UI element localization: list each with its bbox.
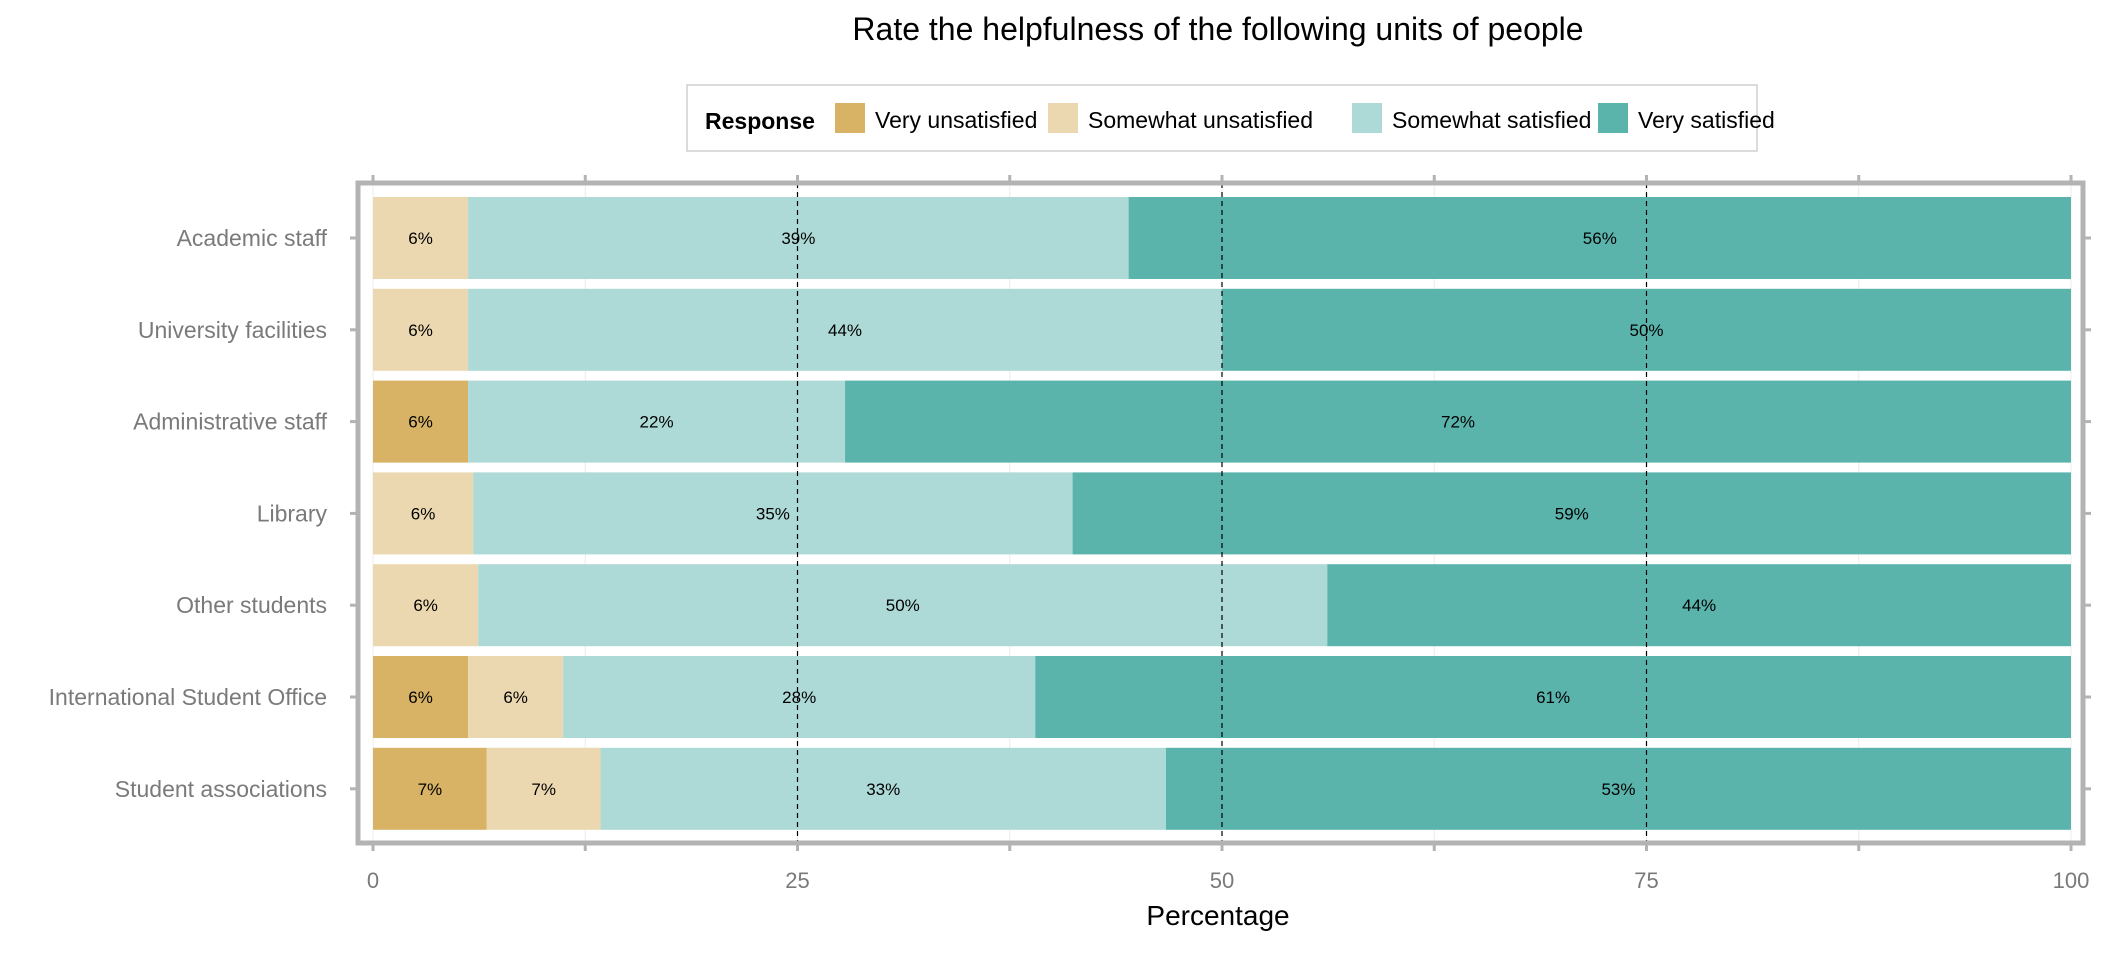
data-label: 6% xyxy=(408,413,433,432)
legend-label: Somewhat unsatisfied xyxy=(1088,107,1313,133)
category-label: Other students xyxy=(176,592,327,618)
plot-area: 6% 39% 56% Academic staff 6% 44% 50% University… xyxy=(49,175,2091,893)
bar-segment-somewhat-satisfied xyxy=(468,197,1129,279)
chart-title: Rate the helpfulness of the following un… xyxy=(852,11,1583,47)
data-label: 7% xyxy=(531,780,556,799)
legend: Response Very unsatisfied Somewhat unsatis… xyxy=(686,84,1775,152)
bar-segment-somewhat-unsatisfied xyxy=(468,656,564,738)
data-label: 44% xyxy=(1682,596,1716,615)
legend-title: Response xyxy=(705,108,815,134)
bar-row-international-student-office: 6% 6% 28% 61% xyxy=(373,656,2071,738)
data-label: 6% xyxy=(408,321,433,340)
data-label: 59% xyxy=(1555,504,1589,523)
data-label: 6% xyxy=(503,688,528,707)
legend-swatch-somewhat-satisfied xyxy=(1352,103,1382,133)
data-label: 6% xyxy=(408,688,433,707)
bar-segment-somewhat-unsatisfied xyxy=(373,288,469,371)
bar-segment-very-satisfied xyxy=(1327,564,2071,647)
bar-segment-somewhat-satisfied xyxy=(473,472,1073,555)
x-tick-label: 100 xyxy=(2053,868,2090,893)
bar-row-library: 6% 35% 59% xyxy=(373,472,2071,555)
category-label: Administrative staff xyxy=(133,409,327,435)
bar-segment-somewhat-satisfied xyxy=(478,564,1328,647)
legend-label: Very satisfied xyxy=(1638,107,1775,133)
data-label: 33% xyxy=(866,780,900,799)
legend-box xyxy=(686,84,1758,152)
bar-segment-very-satisfied xyxy=(1072,472,2071,555)
x-tick-label: 0 xyxy=(367,868,379,893)
x-axis-title: Percentage xyxy=(1146,900,1289,931)
bar-segment-very-unsatisfied xyxy=(373,380,469,463)
data-label: 56% xyxy=(1583,229,1617,248)
x-tick-label: 50 xyxy=(1210,868,1234,893)
bar-segment-somewhat-unsatisfied xyxy=(373,564,479,647)
data-label: 6% xyxy=(413,596,438,615)
data-label: 22% xyxy=(640,413,674,432)
legend-swatch-somewhat-unsatisfied xyxy=(1048,103,1078,133)
legend-swatch-very-unsatisfied xyxy=(835,103,865,133)
bar-segment-somewhat-satisfied xyxy=(563,656,1036,738)
category-label: University facilities xyxy=(138,317,327,343)
category-label: Library xyxy=(257,500,328,526)
bar-row-administrative-staff: 6% 22% 72% xyxy=(373,380,2072,463)
bar-segment-somewhat-unsatisfied xyxy=(373,472,474,555)
legend-label: Somewhat satisfied xyxy=(1392,107,1591,133)
bar-segment-very-unsatisfied xyxy=(373,656,469,738)
x-tick-label: 75 xyxy=(1634,868,1658,893)
data-label: 28% xyxy=(782,688,816,707)
bar-segment-very-unsatisfied xyxy=(373,747,487,830)
category-label: Academic staff xyxy=(177,225,328,251)
legend-swatch-very-satisfied xyxy=(1598,103,1628,133)
data-label: 72% xyxy=(1441,413,1475,432)
bar-segment-somewhat-satisfied xyxy=(468,288,1222,371)
bar-row-other-students: 6% 50% 44% xyxy=(373,564,2071,647)
data-label: 61% xyxy=(1536,688,1570,707)
data-label: 39% xyxy=(781,229,815,248)
data-label: 6% xyxy=(411,504,436,523)
bar-row-academic-staff: 6% 39% 56% xyxy=(373,197,2071,279)
data-label: 7% xyxy=(418,780,443,799)
bar-segment-somewhat-satisfied xyxy=(468,380,846,463)
data-label: 53% xyxy=(1601,780,1635,799)
bar-segment-somewhat-unsatisfied xyxy=(373,197,469,279)
data-label: 50% xyxy=(886,596,920,615)
bar-segment-very-satisfied xyxy=(1165,747,2071,830)
bar-segment-somewhat-unsatisfied xyxy=(486,747,601,830)
bar-segment-very-satisfied xyxy=(1128,197,2071,279)
data-label: 6% xyxy=(408,229,433,248)
bar-segment-somewhat-satisfied xyxy=(600,747,1166,830)
data-label: 44% xyxy=(828,321,862,340)
bar-row-student-associations: 7% 7% 33% 53% xyxy=(373,747,2071,830)
x-tick-label: 25 xyxy=(785,868,809,893)
legend-label: Very unsatisfied xyxy=(875,107,1037,133)
bar-segment-very-satisfied xyxy=(845,380,2072,463)
data-label: 35% xyxy=(756,504,790,523)
category-label: Student associations xyxy=(115,776,327,802)
category-label: International Student Office xyxy=(49,684,327,710)
bar-segment-very-satisfied xyxy=(1035,656,2071,738)
